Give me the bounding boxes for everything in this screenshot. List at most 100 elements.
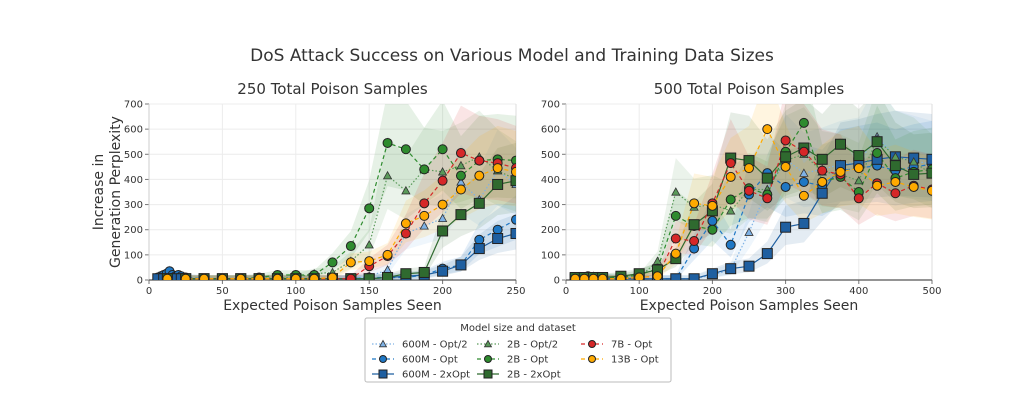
data-point (162, 273, 173, 280)
y-tick-label: 500 (541, 150, 560, 161)
data-point (688, 219, 700, 231)
data-point (492, 224, 503, 235)
data-point (309, 273, 320, 280)
data-point (579, 273, 590, 280)
data-point (272, 273, 283, 280)
y-tick-label: 600 (124, 125, 143, 136)
data-point (762, 124, 773, 135)
data-point (816, 187, 828, 199)
data-point (400, 218, 411, 229)
data-point (455, 184, 466, 195)
y-tick-label: 200 (124, 225, 143, 236)
data-point (835, 138, 846, 150)
subplot-title: 250 Total Poison Samples (237, 80, 428, 98)
data-point (401, 185, 411, 195)
data-point (854, 175, 864, 185)
data-point (707, 200, 718, 211)
figure-title: DoS Attack Success on Various Model and … (250, 46, 774, 66)
data-point (909, 157, 919, 166)
data-point (418, 266, 430, 278)
legend-label: 2B - 2xOpt (507, 370, 561, 381)
data-point (725, 158, 736, 169)
data-point (419, 221, 429, 230)
data-point (473, 197, 485, 209)
data-point (455, 148, 466, 159)
x-tick-label: 0 (146, 286, 152, 297)
data-point (798, 217, 810, 229)
data-point (780, 151, 792, 163)
data-point (290, 273, 301, 280)
data-point (364, 256, 375, 267)
x-axis-label: Expected Poison Samples Seen (223, 298, 442, 314)
y-tick-label: 400 (124, 175, 143, 186)
data-point (615, 273, 626, 280)
confidence-band (167, 105, 516, 280)
data-point (492, 178, 504, 190)
data-point (511, 166, 516, 177)
x-tick-label: 0 (563, 286, 569, 297)
series-line (575, 140, 932, 279)
data-point (798, 146, 809, 157)
legend-marker-icon (483, 339, 493, 348)
data-point (382, 170, 393, 180)
x-tick-label: 400 (849, 286, 868, 297)
confidence-band (167, 142, 516, 280)
data-point (217, 273, 228, 280)
legend-marker-icon (378, 369, 388, 379)
data-point (725, 263, 737, 275)
legend-item: 2B - Opt/2 (477, 340, 558, 351)
x-tick-label: 500 (922, 286, 941, 297)
x-tick-label: 200 (433, 286, 452, 297)
data-point (437, 175, 448, 186)
data-point (853, 150, 865, 162)
data-point (889, 160, 901, 172)
confidence-band (167, 129, 516, 280)
data-point (927, 185, 932, 196)
y-tick-label: 600 (541, 125, 560, 136)
data-point (780, 181, 791, 192)
data-point (364, 203, 375, 214)
data-point (419, 210, 430, 221)
data-point (798, 117, 809, 128)
data-point (382, 137, 393, 148)
legend-label: 2B - Opt/2 (507, 340, 558, 351)
y-tick-label: 0 (137, 276, 143, 287)
data-point (634, 272, 645, 280)
data-point (382, 271, 394, 280)
data-point (725, 239, 736, 250)
data-point (474, 170, 485, 181)
series-line (575, 138, 932, 280)
legend-marker-icon (588, 355, 596, 363)
data-point (437, 213, 448, 222)
data-point (419, 164, 430, 175)
legend-title: Model size and dataset (460, 323, 576, 334)
y-tick-label: 400 (541, 175, 560, 186)
data-point (890, 176, 901, 187)
data-point (706, 268, 718, 280)
data-point (437, 225, 449, 237)
data-point (363, 273, 375, 280)
data-point (400, 144, 411, 155)
data-point (817, 176, 828, 187)
x-tick-label: 150 (360, 286, 379, 297)
x-tick-label: 100 (286, 286, 305, 297)
data-point (725, 194, 736, 205)
x-tick-label: 250 (506, 286, 525, 297)
data-point (180, 273, 191, 280)
data-point (254, 273, 265, 280)
data-point (744, 163, 754, 174)
legend: Model size and dataset 600M - Opt/2 600M -… (364, 317, 672, 383)
data-point (689, 198, 700, 209)
x-tick-label: 300 (776, 286, 795, 297)
data-point (511, 214, 516, 225)
data-point (670, 233, 681, 244)
data-point (744, 185, 754, 196)
legend-label: 600M - Opt (402, 355, 458, 366)
y-tick-label: 700 (124, 100, 143, 111)
x-tick-label: 100 (630, 286, 649, 297)
legend-box (364, 317, 672, 383)
y-tick-label: 200 (541, 225, 560, 236)
legend-label: 7B - Opt (611, 340, 652, 351)
data-point (400, 268, 412, 280)
